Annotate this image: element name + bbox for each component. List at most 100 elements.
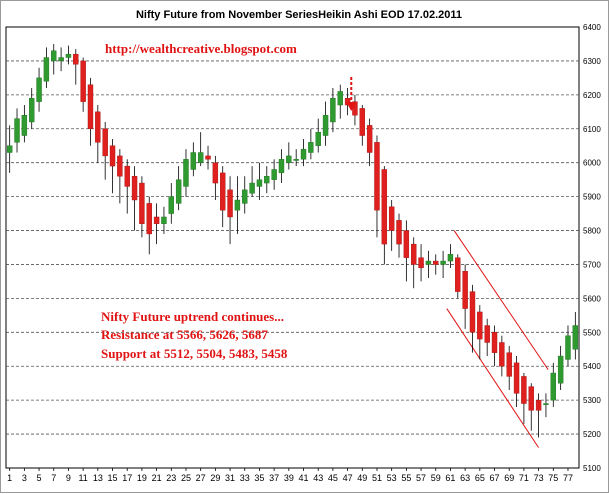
- candle-down: [403, 220, 410, 282]
- candle-down: [102, 121, 108, 180]
- y-axis-ticks: 5100 5200 5300 5400 5500 5600 5700 5800 5900 6000…: [583, 23, 601, 473]
- candle-up: [271, 159, 277, 190]
- x-tick-label: 61: [445, 473, 455, 483]
- x-tick-label: 33: [240, 473, 250, 483]
- x-tick-label: 75: [548, 473, 558, 483]
- candle-down: [95, 105, 101, 163]
- candle-down: [374, 135, 380, 238]
- candle-body: [146, 203, 152, 235]
- candle-down: [484, 318, 490, 357]
- candle-down: [80, 57, 86, 112]
- candle-body: [366, 125, 373, 153]
- candle-body: [102, 128, 108, 157]
- candle-down: [433, 254, 439, 275]
- x-tick-label: 73: [534, 473, 544, 483]
- x-tick-label: 9: [66, 473, 71, 483]
- candle-down: [117, 149, 123, 204]
- x-tick-label: 19: [137, 473, 147, 483]
- candle-body: [455, 257, 461, 292]
- candle-body: [440, 260, 446, 265]
- candle-up: [256, 162, 263, 201]
- candle-body: [557, 355, 564, 384]
- candle-down: [109, 138, 116, 194]
- x-tick-label: 57: [416, 473, 426, 483]
- annotation-line-1: Nifty Future uptrend continues...: [101, 309, 284, 324]
- candle-body: [411, 243, 417, 265]
- x-tick-label: 27: [196, 473, 206, 483]
- candle-body: [374, 142, 380, 211]
- candle-down: [220, 166, 226, 228]
- candle-down: [87, 77, 94, 146]
- candle-body: [550, 372, 556, 401]
- candle-body: [499, 342, 505, 367]
- candle-body: [403, 230, 410, 258]
- trend-channel: [446, 230, 549, 448]
- candle-down: [131, 166, 138, 231]
- y-tick-label: 5700: [583, 260, 601, 269]
- candle-body: [264, 176, 270, 184]
- x-tick-label: 41: [299, 473, 309, 483]
- candle-body: [117, 155, 123, 177]
- x-tick-label: 5: [37, 473, 42, 483]
- y-tick-label: 5900: [583, 193, 601, 202]
- candle-body: [286, 155, 292, 163]
- candle-up: [565, 325, 571, 367]
- candle-body: [477, 311, 483, 340]
- candle-body: [337, 91, 343, 106]
- x-tick-label: 11: [78, 473, 87, 483]
- candle-body: [381, 169, 388, 245]
- x-tick-label: 65: [475, 473, 485, 483]
- candle-up: [249, 166, 255, 197]
- x-tick-label: 63: [460, 473, 470, 483]
- candle-down: [366, 118, 373, 167]
- x-tick-label: 49: [357, 473, 367, 483]
- candle-up: [337, 84, 343, 119]
- candle-body: [183, 159, 189, 187]
- candle-body: [6, 145, 13, 153]
- plot-area: [5, 26, 580, 469]
- candle-down: [521, 373, 527, 424]
- candle-up: [197, 132, 204, 167]
- candle-body: [227, 189, 233, 218]
- candle-down: [153, 203, 160, 245]
- candle-body: [29, 98, 35, 123]
- y-tick-label: 5400: [583, 362, 601, 371]
- candle-up: [175, 166, 182, 211]
- candle-up: [190, 142, 197, 177]
- candle-down: [455, 254, 461, 299]
- candle-down: [513, 356, 520, 407]
- candle-up: [14, 108, 20, 153]
- candle-up: [29, 88, 35, 129]
- candle-down: [139, 176, 145, 238]
- x-tick-label: 7: [51, 473, 56, 483]
- x-tick-label: 17: [122, 473, 132, 483]
- candle-body: [197, 152, 204, 163]
- y-tick-label: 6000: [583, 159, 601, 168]
- candle-body: [359, 108, 365, 136]
- grid-lines: [6, 60, 579, 435]
- candle-up: [234, 176, 241, 234]
- candle-body: [139, 182, 145, 224]
- x-tick-label: 67: [490, 473, 500, 483]
- candle-body: [131, 176, 138, 201]
- candle-body: [65, 53, 72, 58]
- candle-up: [286, 142, 292, 170]
- candle-body: [565, 335, 571, 360]
- x-tick-label: 51: [372, 473, 382, 483]
- candle-body: [51, 50, 57, 62]
- candle-up: [264, 166, 270, 194]
- candle-down: [73, 49, 79, 85]
- candle-body: [43, 57, 50, 82]
- y-tick-label: 6100: [583, 125, 601, 134]
- channel-line: [446, 308, 540, 448]
- candle-up: [425, 250, 432, 279]
- y-tick-label: 5500: [583, 328, 601, 337]
- candle-body: [300, 148, 307, 160]
- candle-down: [477, 305, 483, 360]
- y-tick-label: 5600: [583, 294, 601, 303]
- candle-up: [183, 149, 189, 197]
- candle-up: [161, 206, 167, 234]
- candle-down: [411, 237, 417, 289]
- candle-body: [506, 352, 512, 377]
- candle-down: [381, 166, 388, 265]
